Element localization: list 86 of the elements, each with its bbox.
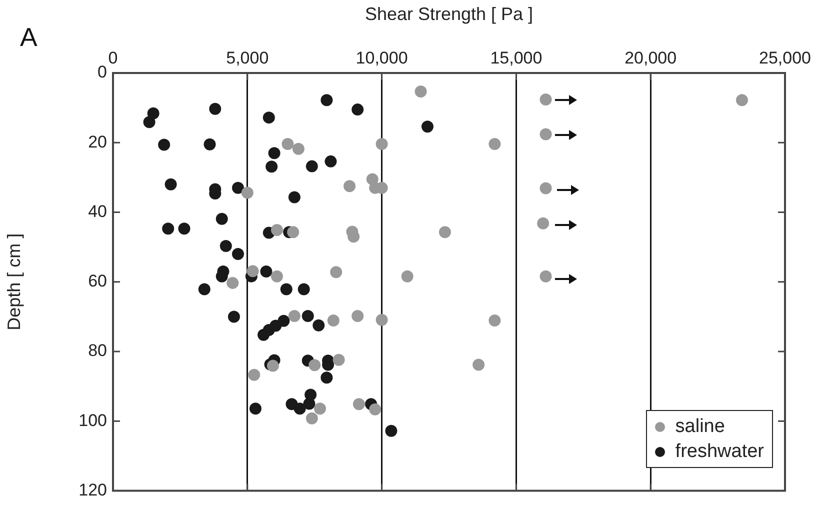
point [308,359,321,372]
point [540,270,552,282]
point [288,310,300,322]
point [226,276,239,289]
point [320,94,333,106]
point [216,212,228,225]
point [204,138,216,150]
point [287,226,300,238]
point [280,283,292,296]
point [282,138,294,150]
point [306,160,318,172]
point [292,142,304,155]
legend-label: saline [674,415,726,439]
point [488,314,501,327]
x-tick-label: 5,000 [226,48,269,68]
y-tick-label: 0 [98,62,107,82]
point [294,402,306,415]
point [248,368,260,381]
point [540,128,552,140]
point [178,222,190,235]
point [270,224,283,236]
y-tick-label: 100 [78,410,107,430]
x-tick-label: 20,000 [624,48,677,68]
point [270,270,283,282]
point [352,310,364,322]
point [147,107,160,120]
point [327,314,340,327]
legend-label: freshwater [674,440,764,464]
point [414,85,427,98]
point [268,147,280,160]
point [736,94,748,106]
point [304,388,317,401]
point [232,248,244,260]
point [385,424,398,437]
point [488,138,501,150]
x-axis-title: Shear Strength [ Pa ] [364,4,534,24]
point [262,112,275,124]
point [209,102,222,115]
point [421,120,434,133]
point [352,398,365,410]
point [232,182,244,194]
point [164,178,177,190]
point [330,266,342,278]
point [266,360,279,372]
y-tick-label: 80 [88,341,107,360]
x-tick-label: 10,000 [356,48,408,68]
y-axis-title: Depth [ cm ] [4,233,24,330]
point [537,217,550,230]
point [376,138,388,150]
y-tick-label: 60 [88,272,107,291]
point [352,104,364,116]
point [401,270,414,282]
point [143,116,156,128]
point [314,402,326,415]
y-tick-label: 120 [78,480,107,500]
point [220,240,232,252]
point [540,93,552,106]
point [369,403,382,416]
point [266,160,278,173]
point [162,222,174,235]
point [298,283,310,296]
point [241,186,254,199]
point [288,191,300,204]
point [540,182,552,194]
point [472,358,485,371]
point [438,226,451,238]
point [278,314,290,327]
x-tick-label: 15,000 [490,48,542,68]
point [249,402,262,415]
point [306,412,318,424]
x-tick-label: 25,000 [759,48,811,68]
point [302,310,314,322]
point [228,310,240,323]
point [158,138,170,151]
point [320,372,333,384]
point [260,265,272,278]
y-tick-label: 20 [88,132,107,152]
y-tick-label: 40 [88,202,107,221]
point [332,354,345,366]
point [198,283,210,296]
point [376,314,388,326]
point [312,319,325,332]
point [324,155,337,168]
text: A [20,22,38,53]
point [246,265,259,278]
point [344,180,356,192]
